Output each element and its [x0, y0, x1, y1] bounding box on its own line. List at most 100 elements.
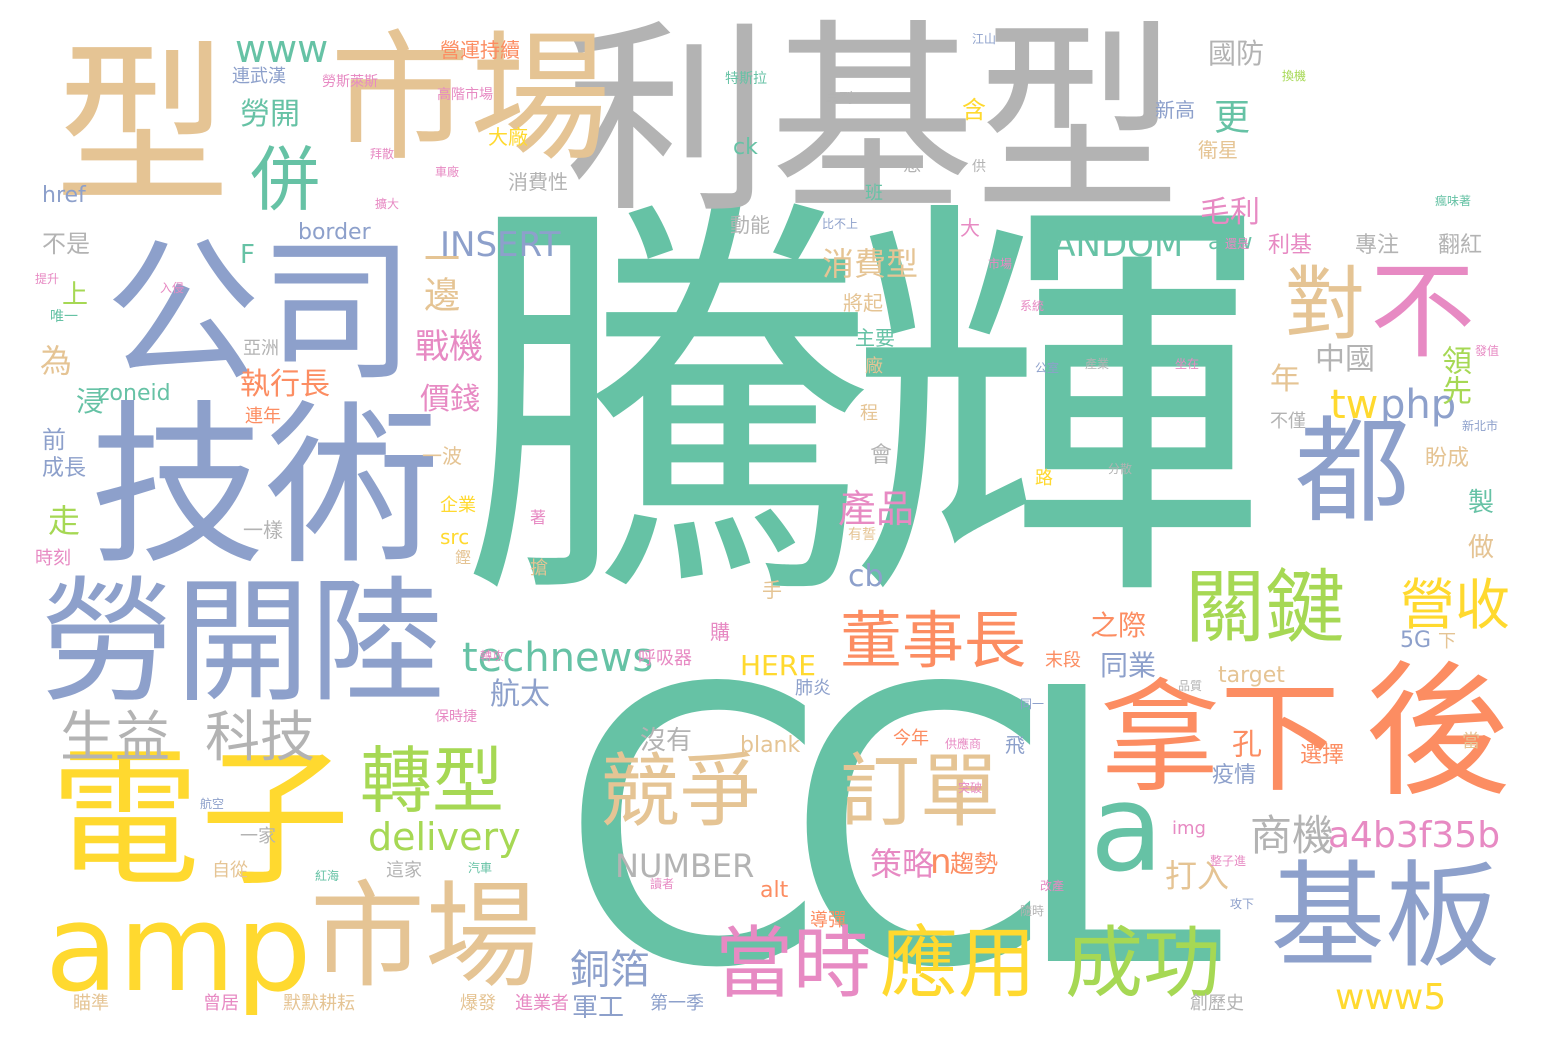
word-miaozhun: 瞄準: [73, 993, 109, 1014]
word-jin: 浸: [76, 385, 105, 418]
word-jiangqi: 將起: [843, 291, 883, 315]
word-suishi: 隨時: [1020, 904, 1045, 918]
word-zoneid: zoneid: [98, 381, 171, 406]
word-chanye: 產業: [1085, 357, 1110, 371]
word-tongye: 同業: [1100, 649, 1157, 682]
word-nian: 年: [1270, 362, 1300, 397]
word-guanjian: 關鍵: [1185, 561, 1345, 654]
word-keng: 鏗: [455, 548, 472, 567]
word-zhuyao: 主要: [855, 326, 895, 350]
word-zhanji: 戰機: [415, 327, 483, 367]
word-duzhe: 讀者: [650, 877, 675, 891]
word-tongbo: 銅箔: [570, 947, 650, 993]
word-shichang-small: 市場: [988, 257, 1013, 271]
word-bing: 併: [250, 139, 320, 221]
word-tisheng: 提升: [35, 272, 60, 286]
word-yijia: 一家: [240, 826, 276, 847]
word-shike: 時刻: [35, 548, 71, 569]
word-yibo: 一波: [422, 444, 462, 468]
word-zicong: 自從: [212, 860, 248, 881]
word-liji: 利基: [1268, 233, 1313, 258]
word-xitong: 系統: [1020, 299, 1045, 313]
word-target: target: [1218, 663, 1285, 688]
word-fei: 飛: [1005, 733, 1025, 757]
word-xuanze: 選擇: [1300, 743, 1345, 768]
word-pancheng: 盼成: [1425, 446, 1470, 471]
word-zuozai: 坐在: [1175, 357, 1200, 371]
word-hui: 會: [870, 443, 893, 468]
word-a: a: [1090, 760, 1164, 899]
word-haishi: 還是: [1225, 237, 1250, 251]
word-daodan: 導彈: [810, 910, 846, 931]
word-dang: 當: [1462, 731, 1480, 752]
word-tupo: 突破: [958, 781, 983, 795]
word-yibian: 一邊: [418, 240, 459, 312]
word-huxiqi: 呼吸器: [638, 648, 692, 669]
word-fengweizhe: 瘋味著: [1435, 194, 1472, 208]
word-ccl: CCL: [560, 608, 1222, 1051]
word-geng: 更: [1208, 98, 1249, 134]
word-qiye: 企業: [440, 495, 476, 516]
word-laokailu: 勞開陸: [40, 564, 445, 721]
word-amp: amp: [45, 880, 312, 1019]
word-zhe: 著: [530, 508, 547, 527]
word-baoshijie: 保時捷: [435, 709, 477, 725]
word-gongsi: 公司: [105, 222, 415, 403]
word-feiyan: 肺炎: [795, 678, 831, 699]
word-zhi: 製: [1468, 488, 1495, 518]
word-xiaofeixing: 消費型: [822, 245, 919, 283]
word-href: href: [42, 183, 86, 208]
word-kuoda: 擴大: [375, 197, 400, 211]
word-shou: 手: [762, 578, 782, 602]
word-keji: 科技: [205, 705, 316, 769]
word-cb: cb: [848, 559, 884, 594]
word-meiyou: 沒有: [640, 726, 693, 756]
word-youshi: 有誓: [848, 527, 876, 543]
word-liji-xing: 利基型: [565, 3, 1180, 241]
word-n: n: [930, 842, 952, 882]
word-shengyi: 生益: [60, 705, 171, 769]
word-dingdan: 訂單: [840, 745, 1000, 838]
word-huanji: 換機: [1282, 69, 1307, 83]
word-tenghui: 騰輝: [458, 165, 1268, 654]
word-diyiji: 第一季: [650, 993, 704, 1014]
word-hou: 後: [1365, 648, 1510, 817]
word-zhixingzhang: 執行長: [240, 367, 330, 402]
word-baofa: 爆發: [460, 993, 496, 1014]
word-zhongguo: 中國: [1315, 342, 1375, 377]
word-weiyi: 唯一: [50, 309, 78, 325]
word-xingao: 新高: [1155, 98, 1195, 122]
word-guofang: 國防: [1208, 37, 1265, 70]
word-a4b3f35b: a4b3f35b: [1328, 815, 1501, 856]
word-lianwuhan: 連武漢: [232, 66, 286, 87]
word-ping: 憑: [903, 155, 921, 176]
word-here: HERE: [740, 649, 816, 682]
word-zuo: 做: [1468, 533, 1495, 563]
word-qiang: 搶: [530, 558, 548, 579]
word-celue: 策略: [870, 845, 935, 883]
word-dui: 對: [1285, 258, 1365, 351]
word-baisan: 拜散: [370, 147, 395, 161]
word-zhiji: 之際: [1090, 609, 1147, 642]
word-zhuanzhu: 專注: [1355, 233, 1400, 258]
word-qiche: 汽車: [468, 861, 493, 875]
word-chang: 廠: [865, 356, 883, 377]
word-qushi: 趨勢: [950, 850, 998, 878]
word-xia: 下: [1438, 631, 1456, 652]
word-gongyingshang: 供應商: [945, 737, 982, 751]
word-jiban: 基板: [1270, 850, 1501, 984]
word-momo: 默默耕耘: [283, 993, 355, 1014]
word-dongneng: 動能: [730, 213, 770, 237]
word-tw: tw: [1330, 382, 1379, 428]
word-yazhou: 亞洲: [243, 338, 279, 359]
word-php: php: [1380, 382, 1457, 428]
word-ban: 班: [865, 183, 883, 204]
word-lingxian: 領先: [1436, 345, 1471, 405]
word-insert: INSERT: [440, 225, 561, 265]
word-bushi: 不是: [42, 230, 90, 258]
word-xiaofeixing2: 消費性: [508, 170, 568, 194]
word-laokai: 勞開: [240, 97, 300, 132]
word-jiaqian: 價錢: [420, 382, 480, 417]
word-honghai: 紅海: [315, 869, 340, 883]
